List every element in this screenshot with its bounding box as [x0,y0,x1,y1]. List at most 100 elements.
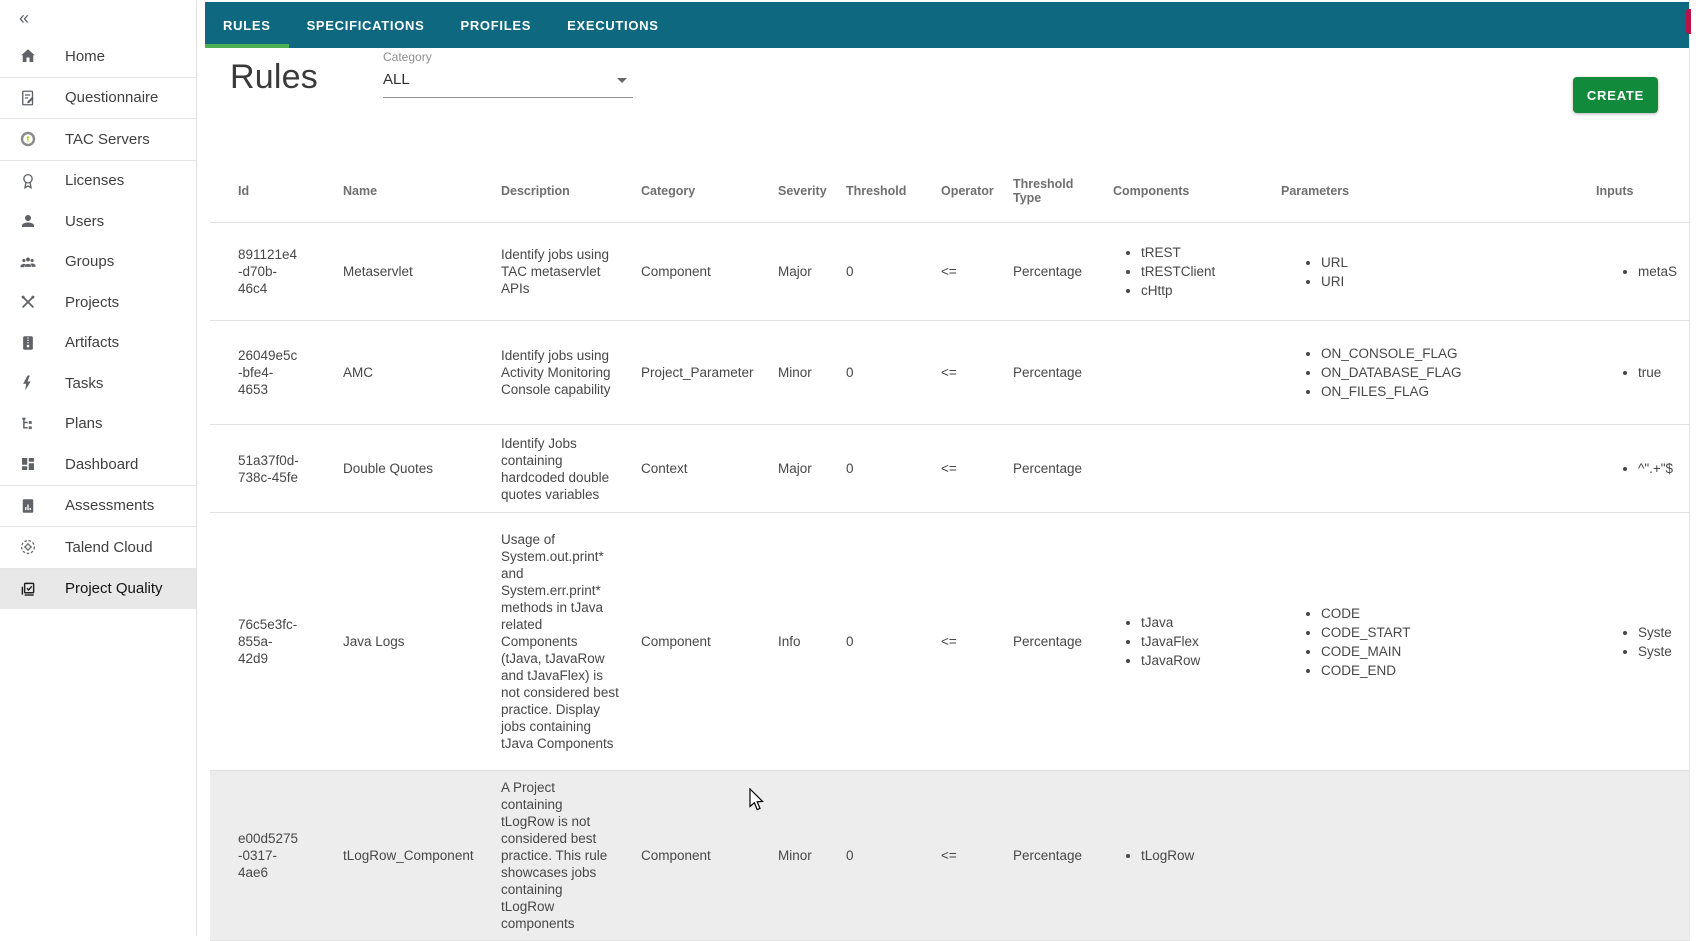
category-select-value[interactable]: ALL [383,64,633,98]
cell-threshold: 0 [834,222,929,321]
cell-id: 891121e4-d70b-46c4 [210,222,331,321]
category-select-label: Category [383,50,432,64]
table-row[interactable]: 51a37f0d-738c-45fe Double Quotes Identif… [210,424,1690,513]
cloud-target-icon [19,538,37,556]
cell-inputs: true [1584,320,1690,425]
cell-inputs [1584,770,1690,941]
sidebar-item-project-quality[interactable]: Project Quality [0,568,196,609]
cell-parameters: CODE CODE_START CODE_MAIN CODE_END [1269,512,1584,771]
cell-severity: Major [766,222,834,321]
table-row[interactable]: 76c5e3fc-855a-42d9 Java Logs Usage of Sy… [210,512,1690,771]
sidebar-item-dashboard[interactable]: Dashboard [0,444,196,486]
vertical-scrollbar[interactable] [1689,0,1702,936]
cell-category: Project_Parameter [629,320,766,425]
cell-parameters: ON_CONSOLE_FLAG ON_DATABASE_FLAG ON_FILES_… [1269,320,1584,425]
column-header-threshold: Threshold [834,160,929,223]
column-header-operator: Operator [929,160,1001,223]
cell-category: Component [629,512,766,771]
table-row[interactable]: 26049e5c-bfe4-4653 AMC Identify jobs usi… [210,320,1690,425]
page-title: Rules [230,58,318,96]
list-item: ON_DATABASE_FLAG [1321,364,1574,381]
sidebar-item-label: Licenses [65,172,125,190]
list-item: tLogRow [1141,847,1259,864]
sidebar-item-questionnaire[interactable]: Questionnaire [0,78,196,119]
tab-profiles[interactable]: PROFILES [460,17,532,33]
sidebar-item-home[interactable]: Home [0,36,196,78]
archive-zip-icon [19,334,37,352]
sidebar-item-artifacts[interactable]: Artifacts [0,323,196,364]
cell-severity: Minor [766,770,834,941]
checklist-icon [19,580,37,598]
list-item: Syste [1638,643,1690,660]
mouse-cursor [749,788,764,811]
sidebar-item-tasks[interactable]: Tasks [0,363,196,404]
cell-name: tLogRow_Component [331,770,489,941]
dashboard-grid-icon [19,455,37,473]
main-content: RULES SPECIFICATIONS PROFILES EXECUTIONS… [197,0,1690,941]
list-item: tJavaFlex [1141,633,1259,650]
sidebar-item-label: Tasks [65,374,104,392]
list-item: metaS [1638,263,1690,280]
sidebar-item-groups[interactable]: Groups [0,242,196,283]
cell-operator: <= [929,320,1001,425]
cell-name: Metaservlet [331,222,489,321]
cell-threshold: 0 [834,424,929,513]
cell-id: 26049e5c-bfe4-4653 [210,320,331,425]
sidebar-item-label: Users [65,212,105,230]
list-item: CODE_MAIN [1321,643,1574,660]
cell-id: 76c5e3fc-855a-42d9 [210,512,331,771]
column-header-components: Components [1101,160,1269,223]
clipped-red-indicator [1686,9,1691,34]
cell-components: tLogRow [1101,770,1269,941]
cell-description: Identify jobs using TAC metaservlet APIs [489,222,629,321]
sidebar-item-assessments[interactable]: Assessments [0,486,196,527]
tab-executions[interactable]: EXECUTIONS [567,17,659,33]
sidebar-item-plans[interactable]: Plans [0,404,196,445]
cell-name: Double Quotes [331,424,489,513]
list-item: ON_FILES_FLAG [1321,383,1574,400]
collapse-chevrons-icon: « [19,7,30,28]
cell-components: tJava tJavaFlex tJavaRow [1101,512,1269,771]
sidebar-item-tac-servers[interactable]: t TAC Servers [0,119,196,161]
create-button[interactable]: CREATE [1573,77,1658,113]
cell-operator: <= [929,222,1001,321]
sidebar-collapse-button[interactable]: « [0,0,196,36]
list-item: URL [1321,254,1574,271]
cell-components [1101,424,1269,513]
sidebar-item-users[interactable]: Users [0,201,196,242]
cell-description: Usage of System.out.print* and System.er… [489,512,629,771]
bar-chart-file-icon [19,497,37,515]
plan-tree-icon [19,415,37,433]
sidebar-item-label: Home [65,47,106,65]
home-icon [19,47,37,65]
column-header-category: Category [629,160,766,223]
cell-threshold-type: Percentage [1001,770,1101,941]
cell-threshold-type: Percentage [1001,222,1101,321]
sidebar-item-licenses[interactable]: Licenses [0,161,196,202]
module-tab-bar: RULES SPECIFICATIONS PROFILES EXECUTIONS [205,2,1690,48]
cell-id: 51a37f0d-738c-45fe [210,424,331,513]
list-item: tJavaRow [1141,652,1259,669]
tab-rules[interactable]: RULES [205,2,289,48]
cell-threshold-type: Percentage [1001,320,1101,425]
cell-parameters: URL URI [1269,222,1584,321]
tab-specifications[interactable]: SPECIFICATIONS [306,17,425,33]
table-row[interactable]: 891121e4-d70b-46c4 Metaservlet Identify … [210,222,1690,321]
list-item: ^".+"$ [1638,460,1690,477]
list-item: CODE_START [1321,624,1574,641]
sidebar-item-projects[interactable]: Projects [0,282,196,323]
cell-components: tREST tRESTClient cHttp [1101,222,1269,321]
sidebar-item-label: Project Quality [65,580,163,598]
sidebar-item-talend-cloud[interactable]: Talend Cloud [0,527,196,569]
cell-inputs: Syste Syste [1584,512,1690,771]
table-row[interactable]: e00d5275-0317-4ae6 tLogRow_Component A P… [210,770,1690,941]
column-header-description: Description [489,160,629,223]
user-icon [19,212,37,230]
category-select[interactable]: Category ALL [383,50,633,98]
cell-operator: <= [929,770,1001,941]
list-item: tJava [1141,614,1259,631]
list-item: Syste [1638,624,1690,641]
svg-text:t: t [27,135,30,144]
sidebar-item-label: Plans [65,415,103,433]
sidebar-item-label: Artifacts [65,334,120,352]
